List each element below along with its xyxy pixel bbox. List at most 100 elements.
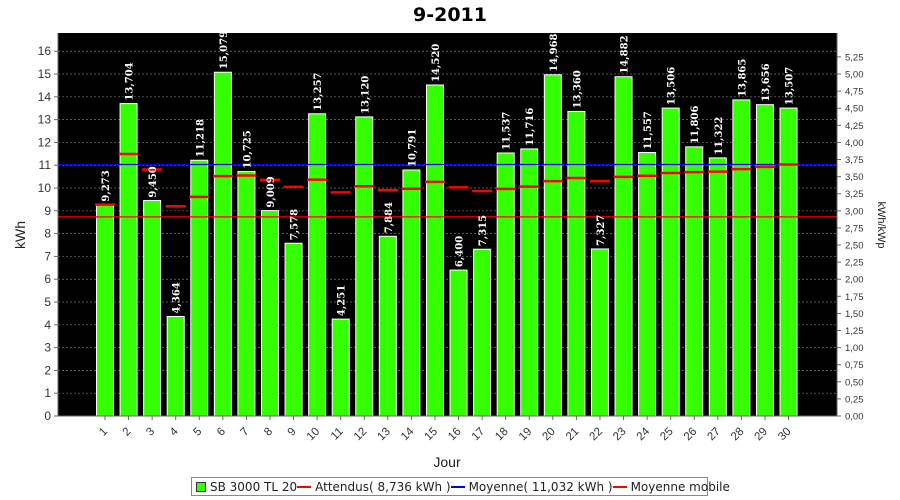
y2-tick-label: 0,00	[845, 412, 864, 423]
y-tick-label: 10	[38, 181, 52, 195]
bar-value-labels: 9,273 13,704 9,450 4,364 11,218 15,079 10,725 9…	[101, 31, 796, 316]
legend: SB 3000 TL 20 Attendus( 8,736 kWh ) Moyenn…	[191, 477, 730, 496]
y2-tick-label: 3,00	[845, 206, 864, 217]
legend-item: SB 3000 TL 20	[196, 480, 297, 494]
bar-value-label: 10,725	[242, 130, 253, 168]
y-axis-label: kWh	[12, 221, 28, 249]
x-tick-label: 7	[239, 426, 252, 439]
x-tick-label: 15	[423, 426, 441, 444]
bar	[166, 316, 185, 417]
bar-value-label: 11,557	[643, 111, 654, 149]
bar-value-label: 13,704	[125, 62, 136, 100]
x-tick-label: 6	[215, 426, 228, 439]
y2-tick-label: 0,25	[845, 394, 864, 405]
x-axis: 1 2 3 4 5 6 7 8 9 10 11 12 13 14 15 16 17 18 19 20 21 22 23 24 2…	[58, 415, 837, 444]
bar	[638, 152, 657, 417]
y-tick-label: 13	[38, 113, 52, 127]
y-tick-label: 5	[44, 295, 51, 309]
y2-tick-label: 4,25	[845, 121, 864, 132]
x-tick-label: 5	[191, 426, 204, 439]
y2-tick-label: 3,50	[845, 172, 864, 183]
legend-swatch	[196, 481, 206, 492]
bar-value-label: 4,251	[337, 285, 348, 316]
moving-average-marks	[95, 152, 799, 208]
x-tick-label: 27	[705, 426, 723, 444]
y-tick-label: 15	[38, 67, 52, 81]
y2-axis: 0,00 0,25 0,50 0,75 1,00 1,25 1,50 1,75 2,00 2,25…	[836, 33, 864, 423]
bar-value-label: 9,009	[266, 176, 277, 207]
bar-value-label: 13,360	[572, 70, 583, 108]
x-tick-label: 20	[540, 426, 558, 444]
bar-value-label: 13,507	[785, 67, 796, 105]
bar	[119, 103, 138, 417]
bar-value-label: 6,400	[455, 236, 466, 267]
bar-value-label: 13,120	[360, 76, 371, 114]
bar	[708, 157, 727, 417]
bar	[143, 200, 162, 417]
x-tick-label: 21	[564, 426, 582, 444]
legend-label: Attendus( 8,736 kWh )	[315, 479, 451, 494]
bar-value-label: 10,791	[407, 129, 418, 167]
y-tick-label: 12	[38, 135, 52, 149]
bar-value-label: 7,884	[384, 202, 395, 233]
y2-tick-label: 4,00	[845, 138, 864, 149]
bar-value-label: 7,578	[290, 209, 301, 240]
y-tick-label: 11	[39, 158, 52, 172]
reference-lines	[58, 163, 837, 218]
y-tick-label: 2	[44, 363, 51, 377]
y2-tick-label: 0,50	[845, 377, 864, 388]
x-tick-label: 10	[305, 426, 323, 444]
legend-swatch	[450, 485, 465, 488]
bar	[473, 248, 492, 417]
bar	[190, 159, 209, 417]
x-tick-label: 24	[635, 425, 653, 443]
x-tick-label: 14	[399, 425, 417, 443]
x-tick-label: 11	[329, 426, 346, 443]
x-tick-label: 28	[729, 426, 747, 444]
x-tick-label: 13	[375, 426, 393, 444]
x-tick-label: 23	[611, 426, 629, 444]
bar	[779, 107, 798, 417]
bar-value-label: 13,257	[313, 72, 324, 110]
x-tick-label: 22	[588, 426, 606, 444]
bar	[449, 269, 468, 417]
bar	[732, 99, 751, 417]
bar	[685, 146, 704, 417]
x-axis-label: Jour	[433, 454, 461, 470]
x-tick-label: 3	[144, 426, 157, 439]
y-tick-label: 0	[44, 409, 51, 423]
bar-value-label: 13,506	[667, 67, 678, 105]
bar-value-label: 11,806	[690, 106, 701, 144]
y2-tick-label: 2,00	[845, 275, 864, 286]
bar	[567, 110, 586, 417]
bars	[96, 71, 798, 417]
bar-value-label: 13,656	[761, 63, 772, 101]
grid-lines	[58, 50, 837, 394]
bar	[260, 210, 279, 417]
x-tick-label: 8	[262, 426, 275, 439]
bar-value-label: 13,865	[737, 59, 748, 97]
bar	[543, 74, 562, 417]
legend-item: Moyenne( 11,032 kWh )	[450, 480, 613, 494]
x-tick-label: 17	[470, 426, 488, 444]
bar	[355, 116, 374, 417]
bar-value-label: 11,322	[714, 117, 725, 155]
chart-title: 9-2011	[413, 4, 487, 26]
y2-tick-label: 2,75	[845, 223, 864, 234]
bar	[755, 104, 774, 417]
y-tick-label: 16	[38, 44, 52, 58]
x-tick-label: 29	[753, 426, 771, 444]
y-tick-label: 3	[44, 341, 51, 355]
legend-swatch	[612, 485, 627, 488]
bar	[402, 169, 421, 417]
y-tick-label: 9	[44, 204, 51, 218]
y-tick-label: 7	[44, 249, 51, 263]
bar-value-label: 4,364	[172, 282, 183, 313]
bar	[496, 152, 515, 417]
bar	[614, 76, 633, 417]
legend-swatch	[297, 485, 312, 488]
legend-item: Moyenne mobile	[612, 480, 730, 494]
y2-tick-label: 4,50	[845, 104, 864, 115]
bar-value-label: 11,218	[195, 119, 206, 157]
x-tick-label: 16	[446, 426, 464, 444]
